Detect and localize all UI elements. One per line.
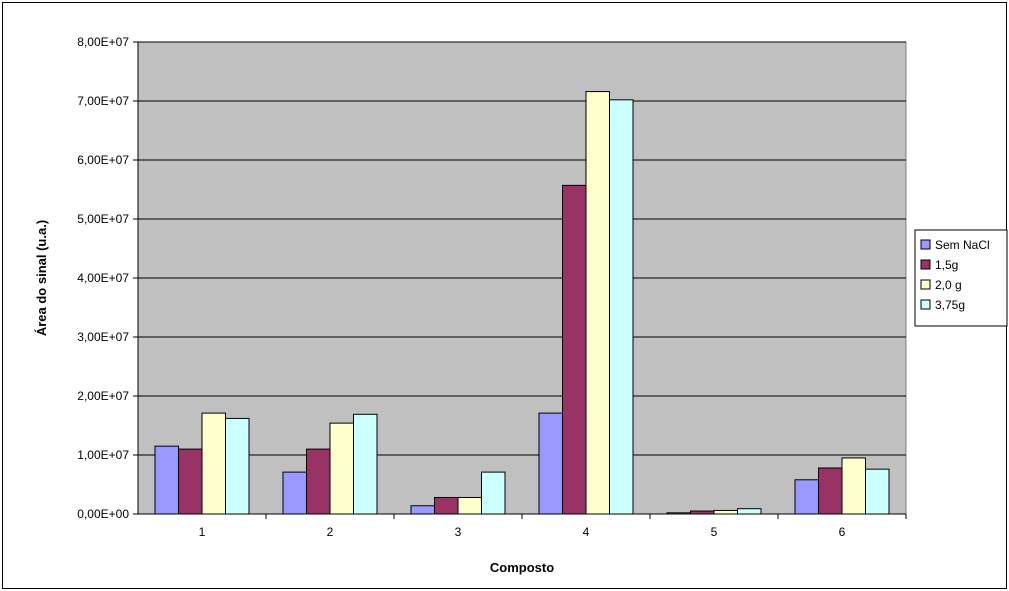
bar (353, 413, 378, 515)
legend-label: 3,75g (935, 298, 965, 312)
x-tick-label: 2 (327, 525, 334, 539)
bar (225, 417, 250, 515)
bar (178, 448, 203, 515)
bar (737, 508, 762, 515)
bar (609, 99, 634, 515)
y-tick-label: 5,00E+07 (77, 212, 129, 226)
bar (154, 445, 179, 515)
y-tick-label: 2,00E+07 (77, 389, 129, 403)
bar (818, 467, 843, 515)
axes (133, 41, 907, 519)
y-tick-label: 7,00E+07 (77, 94, 129, 108)
x-axis-title: Composto (490, 560, 554, 575)
y-tick-label: 8,00E+07 (77, 35, 129, 49)
y-tick-label: 1,00E+07 (77, 448, 129, 462)
x-tick-label: 6 (839, 525, 846, 539)
bar (538, 412, 563, 515)
bar (282, 471, 307, 515)
y-tick-label: 0,00E+00 (77, 507, 129, 521)
bar (329, 422, 354, 515)
y-axis-title: Área do sinal (u.a.) (34, 220, 49, 336)
x-tick-label: 3 (455, 525, 462, 539)
bar (794, 479, 819, 515)
legend-label: 1,5g (935, 258, 958, 272)
x-tick-labels: 1 2 3 4 5 6 (199, 525, 846, 539)
legend-label: Sem NaCl (935, 238, 990, 252)
bar (201, 412, 226, 515)
legend-swatch (920, 299, 931, 310)
x-tick-label: 1 (199, 525, 206, 539)
bar (306, 448, 331, 515)
y-tick-label: 6,00E+07 (77, 153, 129, 167)
y-tick-label: 3,00E+07 (77, 330, 129, 344)
bar (713, 509, 738, 515)
bar (481, 471, 506, 515)
bar (562, 184, 587, 515)
legend-label: 2,0 g (935, 278, 962, 292)
bar (410, 505, 435, 515)
y-tick-labels: 0,00E+00 1,00E+07 2,00E+07 3,00E+07 4,00E+07… (77, 35, 129, 521)
bar (865, 468, 890, 515)
y-tick-label: 4,00E+07 (77, 271, 129, 285)
legend-swatch (920, 259, 931, 270)
gridlines (138, 41, 906, 456)
bar (585, 91, 610, 515)
bar (434, 496, 459, 515)
legend: Sem NaCl 1,5g 2,0 g 3,75g (914, 229, 1008, 327)
legend-swatch (920, 279, 931, 290)
bar (457, 496, 482, 515)
legend-swatch (920, 239, 931, 250)
bar (841, 457, 866, 515)
x-tick-label: 4 (583, 525, 590, 539)
x-tick-label: 5 (711, 525, 718, 539)
